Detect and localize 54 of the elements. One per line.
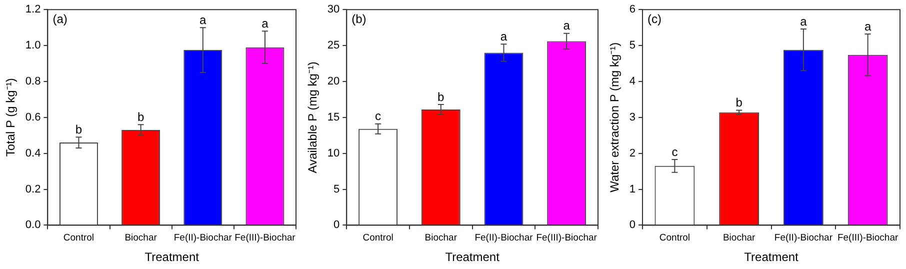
y-tick-label: 6 [629,4,636,16]
annotation: a [800,14,808,28]
chart-title: (a) [52,12,68,26]
annotation: a [200,12,207,27]
y-tick-label: 0.0 [25,219,41,232]
y-tick-label: 20 [327,76,340,88]
y-axis-title: Total P (g kg⁻¹) [4,78,18,157]
y-tick-label: 10 [327,147,340,160]
annotation: a [864,19,872,34]
x-tick-label: Biochar [722,232,756,244]
annotation: c [375,109,382,124]
y-axis-title: Available P (mg kg⁻¹) [306,62,320,174]
y-axis-title: Water extraction P (mg kg⁻¹) [608,42,622,192]
x-tick-label: Biochar [124,232,157,244]
y-tick-label: 25 [327,40,340,52]
y-tick-label: 15 [327,111,340,124]
annotation: b [438,90,445,104]
x-tick-label: Biochar [424,232,458,244]
y-tick-label: 1 [629,183,636,196]
x-tick-label: Fe(III)-Biochar [837,232,898,244]
y-tick-label: 3 [629,111,636,124]
annotation: a [563,18,570,33]
x-tick-label: Control [362,232,394,244]
annotation: b [75,122,82,136]
annotation: c [672,144,678,159]
x-tick-label: Control [63,232,94,244]
y-tick-label: 0.2 [25,183,41,196]
y-tick-label: 5 [334,183,340,196]
y-tick-label: 0.4 [25,147,41,160]
x-axis-title: Treatment [144,250,200,264]
y-tick-label: 2 [629,147,636,160]
y-tick-label: 1.0 [25,40,41,52]
y-tick-label: 30 [327,4,340,16]
y-tick-label: 0 [334,219,340,232]
y-tick-label: 5 [629,40,636,52]
annotation: b [137,110,144,124]
x-tick-label: Fe(II)-Biochar [174,232,232,244]
y-tick-label: 0.8 [25,76,41,88]
chart-title: (b) [352,12,366,26]
x-tick-label: Control [659,232,690,244]
annotation: a [500,29,508,44]
y-tick-label: 0.6 [25,111,41,124]
y-tick-label: 1.2 [25,4,41,16]
x-tick-label: Fe(II)-Biochar [774,232,832,244]
x-tick-label: Fe(II)-Biochar [474,232,533,244]
annotation: b [736,96,743,110]
x-axis-title: Treatment [445,250,500,264]
x-tick-label: Fe(III)-Biochar [234,232,296,244]
x-axis-title: Treatment [744,250,800,264]
y-tick-label: 0 [629,219,636,232]
annotation: a [262,16,269,30]
y-tick-label: 4 [629,76,636,88]
x-tick-label: Fe(III)-Biochar [536,232,597,244]
chart-title: (c) [648,12,662,26]
